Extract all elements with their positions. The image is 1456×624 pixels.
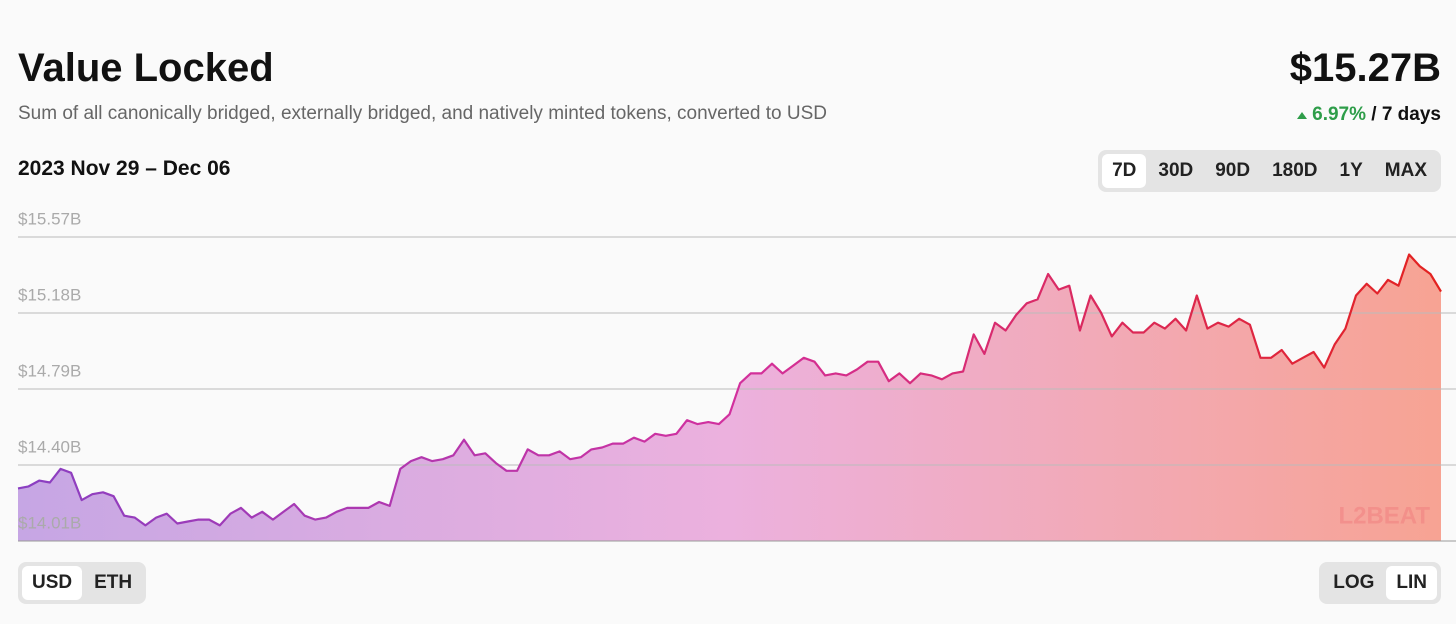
chart: $14.01B $14.40B $14.79B $15.18B $15.57B L2BEA…: [17, 209, 1456, 542]
y-tick-label: $14.40B: [18, 437, 81, 456]
toggle-button[interactable]: LOG: [1333, 572, 1375, 593]
toggle-button[interactable]: 1Y: [1339, 160, 1363, 181]
change: 6.97% / 7 days: [1296, 104, 1441, 126]
toggle-button[interactable]: USD: [22, 566, 83, 600]
y-tick-label: $15.18B: [18, 285, 81, 304]
range-selector: 7D 30D 90D 180D 1Y MAX: [1098, 150, 1441, 192]
total-value: $15.27B: [1289, 46, 1441, 90]
title: Value Locked: [18, 46, 274, 90]
date-range: 2023 Nov 29 – Dec 06: [18, 157, 231, 180]
subtitle: Sum of all canonically bridged, external…: [18, 103, 827, 124]
toggle-button[interactable]: 30D: [1158, 160, 1194, 181]
y-tick-label: $14.79B: [18, 361, 81, 380]
watermark: L2BEAT: [1338, 502, 1430, 529]
up-arrow: [1297, 112, 1308, 119]
y-tick-label: $15.57B: [18, 209, 81, 228]
toggle-button[interactable]: 7D: [1102, 154, 1147, 188]
scale-selector: LOG LIN: [1319, 562, 1441, 604]
area: [18, 254, 1441, 541]
change-value: 6.97%: [1312, 104, 1366, 125]
toggle-button[interactable]: 180D: [1272, 160, 1318, 181]
toggle-button[interactable]: LIN: [1386, 566, 1437, 600]
currency-selector: USD ETH: [18, 562, 147, 604]
change-period: / 7 days: [1371, 104, 1441, 125]
toggle-button[interactable]: 90D: [1215, 160, 1251, 181]
toggle-button[interactable]: ETH: [94, 572, 133, 593]
line: [17, 253, 1442, 527]
toggle-button[interactable]: MAX: [1384, 160, 1427, 181]
y-tick-label: $14.01B: [18, 513, 81, 532]
